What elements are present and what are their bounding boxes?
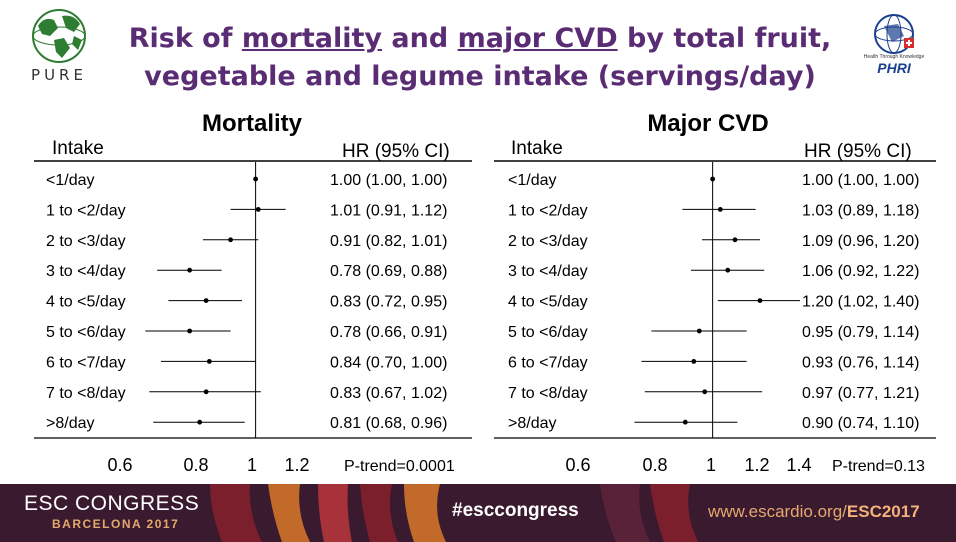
mortality-x-tick-label: 1 <box>247 455 257 475</box>
mortality-hr-label: 0.83 (0.72, 0.95) <box>330 294 447 311</box>
cvd-hr-point <box>696 328 702 334</box>
cvd-hr-label: 1.20 (1.02, 1.40) <box>802 294 919 311</box>
mortality-hr-point <box>253 176 259 182</box>
footer-decoration <box>0 484 956 542</box>
cvd-row-label: >8/day <box>508 415 556 432</box>
cvd-row-label: <1/day <box>508 172 556 189</box>
phri-logo: Health Through Knowledge PHRI <box>858 10 930 76</box>
cvd-hr-point <box>757 298 763 303</box>
mortality-row-label: 1 to <2/day <box>46 202 126 219</box>
cvd-row-label: 1 to <2/day <box>508 202 588 219</box>
mortality-row-label: 2 to <3/day <box>46 233 126 250</box>
cvd-hr-label: 0.93 (0.76, 1.14) <box>802 354 919 371</box>
cvd-p-trend: P-trend=0.13 <box>832 458 925 475</box>
cvd-x-tick-label: 0.8 <box>642 455 667 475</box>
mortality-panel-title: Mortality <box>202 110 303 137</box>
cvd-row-label: 5 to <6/day <box>508 324 588 341</box>
mortality-hr-point <box>187 328 193 334</box>
cvd-hr-point <box>682 419 688 425</box>
mortality-hr-label: 0.78 (0.69, 0.88) <box>330 263 447 280</box>
pure-logo: PURE <box>24 6 94 84</box>
mortality-hr-label: 0.83 (0.67, 1.02) <box>330 385 447 402</box>
cvd-hr-point <box>702 389 708 395</box>
cvd-hr-point <box>710 176 716 182</box>
cvd-hr-point <box>732 237 738 243</box>
mortality-hr-point <box>197 419 203 425</box>
cvd-x-tick-label: 0.6 <box>565 455 590 475</box>
mortality-row-label: 4 to <5/day <box>46 294 126 311</box>
cvd-hr-label: 0.97 (0.77, 1.21) <box>802 385 919 402</box>
cvd-hr-header: HR (95% CI) <box>804 141 912 162</box>
esc-congress-city: BARCELONA 2017 <box>52 517 180 531</box>
esc-hashtag: #esccongress <box>452 500 579 521</box>
phri-globe-icon <box>874 14 914 54</box>
mortality-hr-point <box>255 207 261 212</box>
mortality-x-tick-label: 0.8 <box>183 455 208 475</box>
cvd-row-label: 7 to <8/day <box>508 385 588 402</box>
mortality-intake-header: Intake <box>52 138 104 159</box>
mortality-hr-label: 1.01 (0.91, 1.12) <box>330 202 447 219</box>
mortality-hr-header: HR (95% CI) <box>342 141 450 162</box>
cvd-hr-label: 0.95 (0.79, 1.14) <box>802 324 919 341</box>
mortality-hr-label: 0.84 (0.70, 1.00) <box>330 354 447 371</box>
cvd-hr-label: 1.09 (0.96, 1.20) <box>802 233 919 250</box>
mortality-row-label: 5 to <6/day <box>46 324 126 341</box>
mortality-hr-point <box>206 359 212 364</box>
mortality-hr-point <box>187 267 193 273</box>
mortality-row-label: 7 to <8/day <box>46 385 126 402</box>
cvd-hr-point <box>717 207 723 212</box>
cvd-x-tick-label: 1 <box>706 455 716 475</box>
cvd-x-tick-label: 1.4 <box>786 455 811 475</box>
esc-congress-title: ESC CONGRESS <box>24 492 200 515</box>
title-line-2: vegetable and legume intake (servings/da… <box>144 61 816 92</box>
title-line-1: Risk of mortality and major CVD by total… <box>128 23 832 54</box>
cvd-row-label: 3 to <4/day <box>508 263 588 280</box>
footer-banner: ESC CONGRESS BARCELONA 2017 #esccongress… <box>0 484 956 542</box>
cvd-row-label: 2 to <3/day <box>508 233 588 250</box>
cvd-intake-header: Intake <box>511 138 563 159</box>
globe-icon <box>32 9 86 63</box>
cvd-panel-title: Major CVD <box>647 110 768 137</box>
mortality-p-trend: P-trend=0.0001 <box>344 458 455 475</box>
mortality-hr-label: 0.78 (0.66, 0.91) <box>330 324 447 341</box>
phri-tagline: Health Through Knowledge <box>863 54 925 60</box>
mortality-row-label: <1/day <box>46 172 94 189</box>
mortality-x-tick-label: 1.2 <box>284 455 309 475</box>
cvd-hr-label: 0.90 (0.74, 1.10) <box>802 415 919 432</box>
mortality-hr-label: 0.91 (0.82, 1.01) <box>330 233 447 250</box>
mortality-hr-label: 0.81 (0.68, 0.96) <box>330 415 447 432</box>
cvd-hr-label: 1.03 (0.89, 1.18) <box>802 202 919 219</box>
cvd-row-label: 4 to <5/day <box>508 294 588 311</box>
mortality-row-label: >8/day <box>46 415 94 432</box>
cvd-hr-point <box>691 359 697 364</box>
phri-logo-text: PHRI <box>877 60 911 76</box>
mortality-x-tick-label: 0.6 <box>107 455 132 475</box>
cvd-row-label: 6 to <7/day <box>508 354 588 371</box>
mortality-hr-point <box>203 389 209 395</box>
cvd-x-tick-label: 1.2 <box>744 455 769 475</box>
cvd-hr-point <box>725 267 731 273</box>
mortality-hr-label: 1.00 (1.00, 1.00) <box>330 172 447 189</box>
mortality-row-label: 6 to <7/day <box>46 354 126 371</box>
slide-title: Risk of mortality and major CVD by total… <box>120 20 840 96</box>
mortality-row-label: 3 to <4/day <box>46 263 126 280</box>
cvd-hr-label: 1.00 (1.00, 1.00) <box>802 172 919 189</box>
mortality-hr-point <box>228 237 233 243</box>
cvd-hr-label: 1.06 (0.92, 1.22) <box>802 263 919 280</box>
pure-logo-text: PURE <box>31 66 87 84</box>
mortality-hr-point <box>203 298 209 303</box>
forest-plots: Mortality Intake HR (95% CI) <1/day 1.00 (1.… <box>34 110 936 475</box>
esc-website: www.escardio.org/ESC2017 <box>708 502 920 521</box>
